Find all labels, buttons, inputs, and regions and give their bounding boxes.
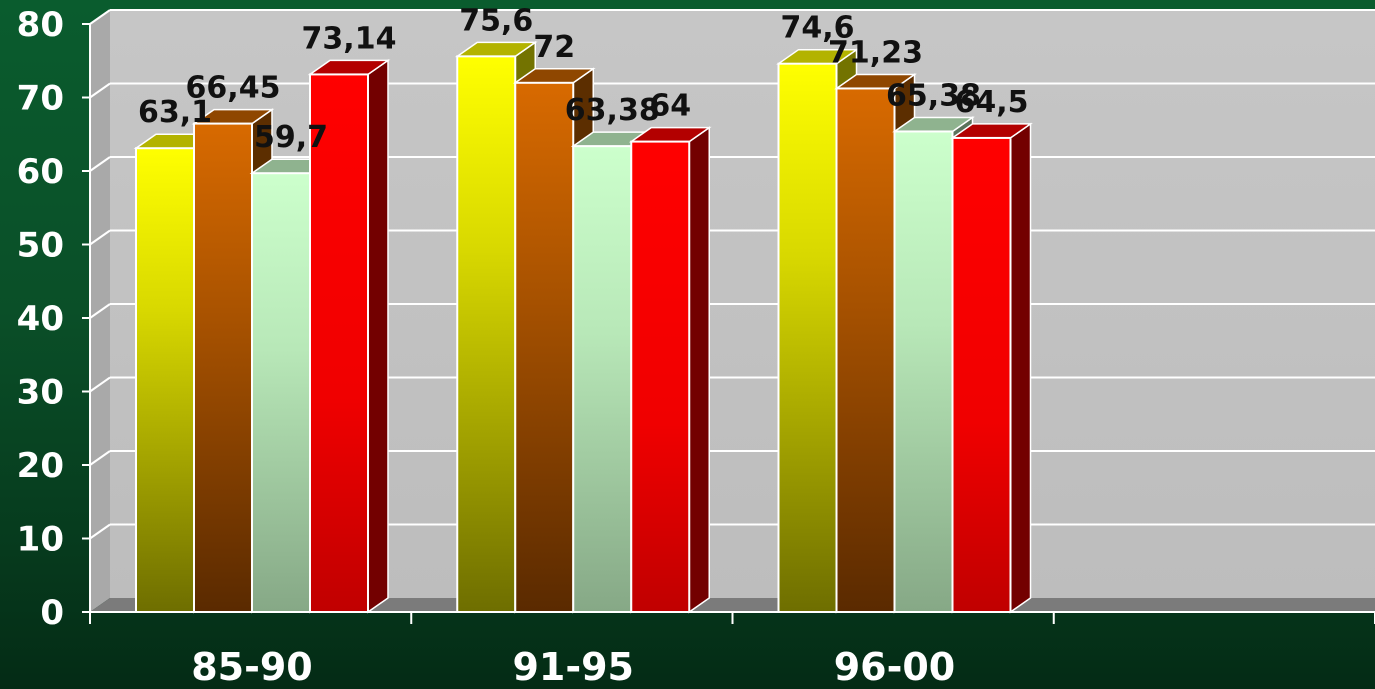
data-label: 72 xyxy=(533,30,575,65)
bar xyxy=(835,87,896,614)
bar xyxy=(251,172,311,614)
plot-floor xyxy=(90,598,1375,612)
data-label: 65,38 xyxy=(886,78,981,113)
data-label: 59,7 xyxy=(254,120,328,155)
data-label: 71,23 xyxy=(828,35,923,70)
gridline-side xyxy=(89,523,111,540)
bar xyxy=(951,136,1012,614)
gridline-side xyxy=(89,9,111,25)
data-label: 66,45 xyxy=(186,71,281,106)
bar xyxy=(777,62,838,613)
y-tick-label: 40 xyxy=(17,299,64,339)
data-label: 63,1 xyxy=(138,95,212,130)
data-label: 75,6 xyxy=(459,3,533,38)
y-tick-label: 60 xyxy=(17,152,64,192)
bar xyxy=(456,55,517,613)
bar-side xyxy=(1009,122,1032,614)
bar xyxy=(893,130,954,613)
y-tick-label: 0 xyxy=(40,593,64,633)
bar xyxy=(309,73,369,613)
data-label: 63,38 xyxy=(565,93,660,128)
y-tick-label: 20 xyxy=(17,446,64,486)
y-tick-label: 70 xyxy=(17,79,64,119)
data-label: 73,14 xyxy=(302,21,397,56)
bar xyxy=(193,122,253,613)
y-tick-label: 80 xyxy=(17,5,64,45)
gridline-side xyxy=(89,376,111,393)
bar-side xyxy=(367,58,389,614)
y-tick-label: 30 xyxy=(17,373,64,413)
bar xyxy=(630,140,691,613)
gridline-side xyxy=(89,450,111,466)
gridline-side xyxy=(89,156,111,172)
y-axis: 0 10 20 30 40 50 60 70 80 xyxy=(17,5,91,633)
x-category-label: 96-00 xyxy=(834,645,956,689)
bars xyxy=(133,40,1033,614)
bar xyxy=(514,81,575,614)
x-category-label: 91-95 xyxy=(512,645,634,689)
bar-side xyxy=(688,126,710,614)
gridline-side xyxy=(89,82,111,99)
y-tick-label: 10 xyxy=(17,520,64,560)
y-tick-label: 50 xyxy=(17,226,64,266)
gridline-side xyxy=(89,303,111,319)
bar xyxy=(135,147,195,613)
x-category-label: 85-90 xyxy=(191,645,313,689)
data-label: 64 xyxy=(649,89,691,124)
x-axis: 85-90 91-95 96-00 xyxy=(89,611,1375,689)
bar xyxy=(572,145,633,613)
data-label: 64,5 xyxy=(954,85,1028,120)
gridline-side xyxy=(89,229,111,246)
data-label: 74,6 xyxy=(780,11,854,46)
